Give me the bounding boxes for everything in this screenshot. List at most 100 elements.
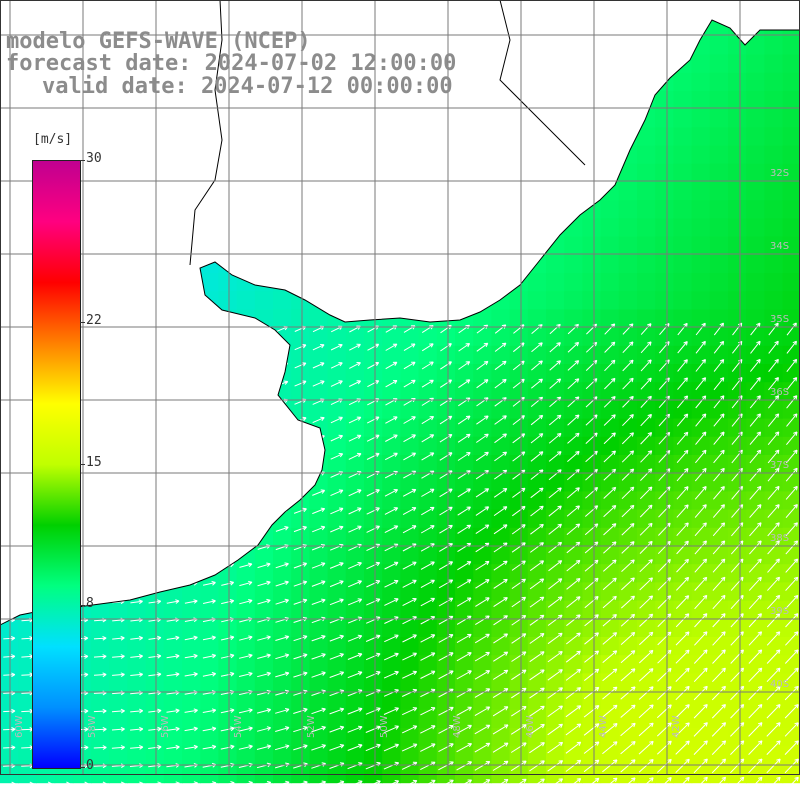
wind-arrow — [693, 704, 708, 719]
wind-arrow — [639, 522, 653, 536]
wind-arrow — [347, 598, 363, 606]
wind-cell — [309, 637, 329, 656]
longitude-label: 54W — [233, 715, 244, 738]
wind-cell — [418, 564, 438, 583]
wind-cell — [582, 309, 602, 329]
wind-arrow — [475, 488, 490, 498]
colorbar — [32, 160, 81, 769]
wind-arrow — [567, 414, 580, 426]
wind-arrow — [202, 580, 216, 586]
wind-cell — [254, 764, 274, 784]
wind-arrow — [329, 707, 345, 715]
wind-cell — [600, 200, 620, 219]
wind-arrow — [749, 395, 761, 409]
wind-cell — [455, 455, 474, 474]
wind-cell — [691, 327, 711, 347]
wind-cell — [400, 455, 420, 474]
wind-cell — [691, 345, 711, 365]
wind-arrow — [402, 488, 417, 497]
wind-cell — [582, 509, 602, 529]
wind-cell — [618, 618, 638, 638]
wind-arrow — [348, 580, 362, 588]
wind-arrow — [366, 580, 381, 588]
wind-cell — [709, 236, 729, 256]
wind-cell — [746, 200, 765, 219]
wind-cell — [582, 600, 602, 620]
wind-cell — [764, 254, 784, 274]
wind-cell — [91, 655, 110, 674]
wind-cell — [236, 637, 256, 656]
wind-cell — [564, 637, 583, 656]
wind-arrow — [475, 560, 490, 571]
wind-cell — [691, 491, 711, 511]
wind-cell — [673, 600, 693, 620]
wind-cell — [546, 400, 565, 420]
wind-cell — [564, 309, 583, 329]
wind-cell — [728, 709, 747, 729]
wind-cell — [509, 527, 529, 547]
wind-cell — [309, 728, 329, 747]
wind-cell — [309, 364, 329, 383]
wind-cell — [673, 473, 693, 492]
wind-cell — [746, 436, 765, 456]
wind-arrow — [384, 634, 399, 643]
wind-arrow — [547, 687, 563, 699]
wind-arrow — [493, 578, 508, 589]
wind-cell — [637, 364, 656, 383]
wind-cell — [418, 728, 438, 747]
wind-arrow — [166, 781, 180, 786]
wind-cell — [709, 200, 729, 219]
wind-cell — [618, 509, 638, 529]
wind-arrow — [566, 505, 580, 517]
wind-arrow — [439, 524, 453, 534]
wind-cell — [691, 582, 711, 602]
wind-cell — [709, 764, 729, 784]
wind-arrow — [239, 599, 253, 605]
wind-cell — [728, 364, 747, 383]
wind-cell — [637, 145, 656, 165]
wind-cell — [782, 400, 800, 420]
wind-arrow — [677, 359, 688, 372]
wind-cell — [127, 764, 147, 784]
wind-cell — [618, 182, 638, 201]
wind-arrow — [657, 649, 672, 664]
wind-arrow — [675, 704, 690, 719]
wind-cell — [600, 254, 620, 274]
wind-arrow — [676, 558, 689, 573]
wind-cell — [364, 418, 383, 438]
wind-arrow — [438, 725, 454, 734]
wind-cell — [236, 582, 256, 602]
wind-arrow — [584, 632, 599, 645]
wind-cell — [0, 746, 19, 765]
wind-cell — [382, 655, 401, 674]
wind-cell — [382, 637, 401, 656]
wind-arrow — [658, 395, 670, 409]
wind-arrow — [456, 743, 473, 753]
wind-cell — [655, 364, 674, 383]
wind-arrow — [750, 358, 761, 372]
wind-arrow — [202, 599, 216, 604]
wind-cell — [618, 291, 638, 310]
wind-cell — [0, 691, 19, 711]
wind-cell — [673, 309, 693, 329]
wind-arrow — [640, 341, 652, 354]
wind-cell — [691, 273, 711, 292]
wind-cell — [291, 600, 310, 620]
wind-arrow — [347, 634, 363, 642]
wind-cell — [564, 618, 583, 638]
wind-arrow — [348, 562, 362, 570]
wind-cell — [382, 527, 401, 547]
wind-cell — [218, 746, 238, 765]
wind-cell — [637, 200, 656, 219]
wind-cell — [327, 327, 347, 347]
wind-arrow — [293, 780, 308, 787]
wind-cell — [709, 546, 729, 565]
wind-cell — [582, 455, 602, 474]
wind-arrow — [748, 576, 762, 591]
wind-arrow — [529, 669, 545, 681]
wind-arrow — [584, 523, 599, 536]
wind-arrow — [347, 743, 363, 751]
wind-cell — [764, 637, 784, 656]
wind-arrow — [749, 431, 762, 445]
wind-arrow — [767, 449, 780, 464]
